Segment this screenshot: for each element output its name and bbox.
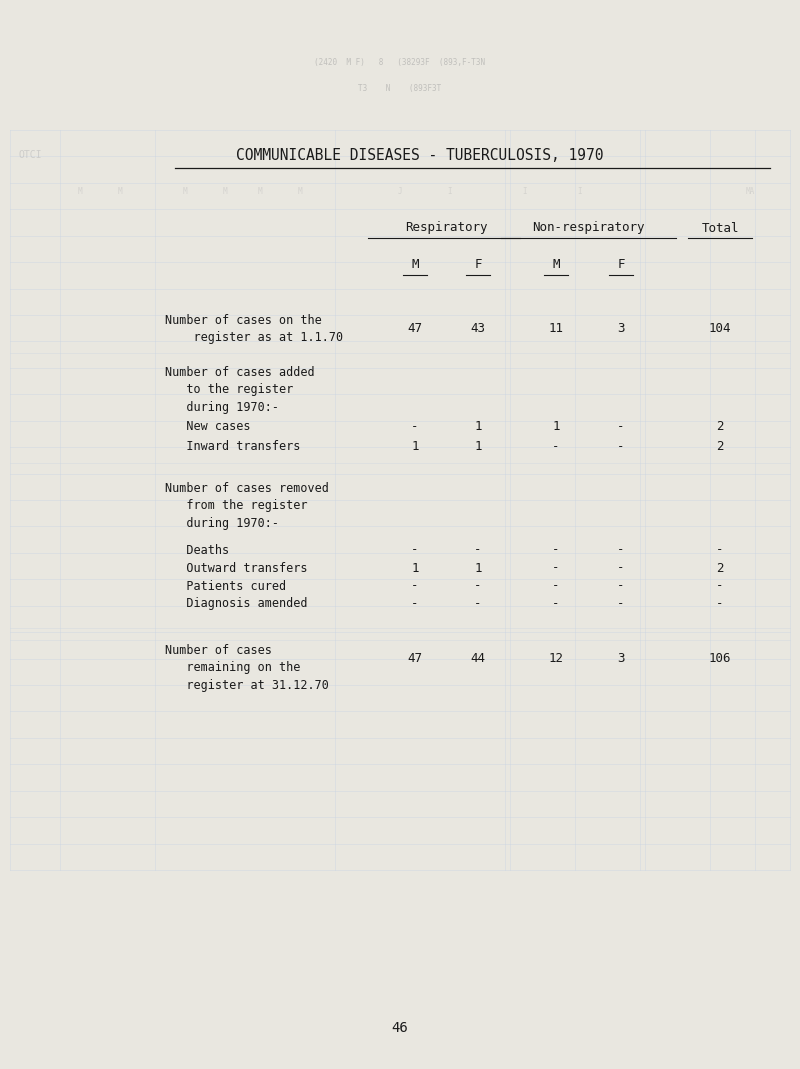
Text: Number of cases removed: Number of cases removed [165, 481, 329, 495]
Text: 1: 1 [411, 561, 418, 574]
Text: remaining on the: remaining on the [165, 662, 300, 675]
Text: -: - [411, 543, 418, 557]
Text: 104: 104 [709, 323, 731, 336]
Text: I: I [522, 187, 527, 197]
Text: 3: 3 [618, 323, 625, 336]
Text: 47: 47 [407, 652, 422, 666]
Text: M: M [78, 187, 82, 197]
Text: to the register: to the register [165, 384, 294, 397]
Text: F: F [474, 259, 482, 272]
Text: -: - [618, 420, 625, 434]
Text: -: - [716, 543, 724, 557]
Text: M: M [552, 259, 560, 272]
Text: 11: 11 [549, 323, 563, 336]
Text: 1: 1 [474, 420, 482, 434]
Text: 3: 3 [618, 652, 625, 666]
Text: F: F [618, 259, 625, 272]
Text: Non-respiratory: Non-respiratory [532, 221, 645, 234]
Text: J: J [398, 187, 402, 197]
Text: New cases: New cases [165, 420, 250, 434]
Text: I: I [448, 187, 452, 197]
Text: during 1970:-: during 1970:- [165, 402, 279, 415]
Text: 1: 1 [411, 440, 418, 453]
Text: -: - [618, 440, 625, 453]
Text: -: - [552, 598, 560, 610]
Text: Inward transfers: Inward transfers [165, 440, 300, 453]
Text: -: - [716, 579, 724, 592]
Text: 43: 43 [470, 323, 486, 336]
Text: Number of cases: Number of cases [165, 644, 272, 656]
Text: during 1970:-: during 1970:- [165, 517, 279, 530]
Text: M: M [182, 187, 187, 197]
Text: -: - [411, 579, 418, 592]
Text: 1: 1 [474, 440, 482, 453]
Text: -: - [411, 420, 418, 434]
Text: 2: 2 [716, 420, 724, 434]
Text: -: - [474, 598, 482, 610]
Text: 106: 106 [709, 652, 731, 666]
Text: register at 31.12.70: register at 31.12.70 [165, 680, 329, 693]
Text: Total: Total [702, 221, 738, 234]
Text: Diagnosis amended: Diagnosis amended [165, 598, 307, 610]
Text: -: - [474, 579, 482, 592]
Text: 1: 1 [552, 420, 560, 434]
Text: from the register: from the register [165, 499, 307, 512]
Text: M: M [411, 259, 418, 272]
Text: 12: 12 [549, 652, 563, 666]
Text: register as at 1.1.70: register as at 1.1.70 [165, 331, 343, 344]
Text: -: - [552, 543, 560, 557]
Text: T3    N    (893F3T: T3 N (893F3T [358, 83, 442, 93]
Text: 2: 2 [716, 561, 724, 574]
Text: -: - [618, 598, 625, 610]
Text: MA: MA [746, 187, 754, 197]
Text: Respiratory: Respiratory [406, 221, 488, 234]
Text: Number of cases on the: Number of cases on the [165, 313, 322, 326]
Text: Deaths: Deaths [165, 543, 229, 557]
Text: I: I [578, 187, 582, 197]
Text: M: M [298, 187, 302, 197]
Text: M: M [118, 187, 122, 197]
Text: -: - [474, 543, 482, 557]
Text: 46: 46 [392, 1021, 408, 1035]
Text: -: - [552, 561, 560, 574]
Text: 2: 2 [716, 440, 724, 453]
Text: Patients cured: Patients cured [165, 579, 286, 592]
Text: -: - [716, 598, 724, 610]
Text: -: - [618, 579, 625, 592]
Text: -: - [552, 440, 560, 453]
Text: Outward transfers: Outward transfers [165, 561, 307, 574]
Text: COMMUNICABLE DISEASES - TUBERCULOSIS, 1970: COMMUNICABLE DISEASES - TUBERCULOSIS, 19… [236, 148, 604, 162]
Text: 44: 44 [470, 652, 486, 666]
Text: M: M [258, 187, 262, 197]
Text: M: M [222, 187, 227, 197]
Text: -: - [411, 598, 418, 610]
Text: Number of cases added: Number of cases added [165, 366, 314, 378]
Text: -: - [552, 579, 560, 592]
Text: -: - [618, 543, 625, 557]
Text: OTCI: OTCI [18, 150, 42, 160]
Text: -: - [618, 561, 625, 574]
Text: 1: 1 [474, 561, 482, 574]
Text: 47: 47 [407, 323, 422, 336]
Text: (2420  M F)   8   (38293F  (893,F-T3N: (2420 M F) 8 (38293F (893,F-T3N [314, 58, 486, 66]
